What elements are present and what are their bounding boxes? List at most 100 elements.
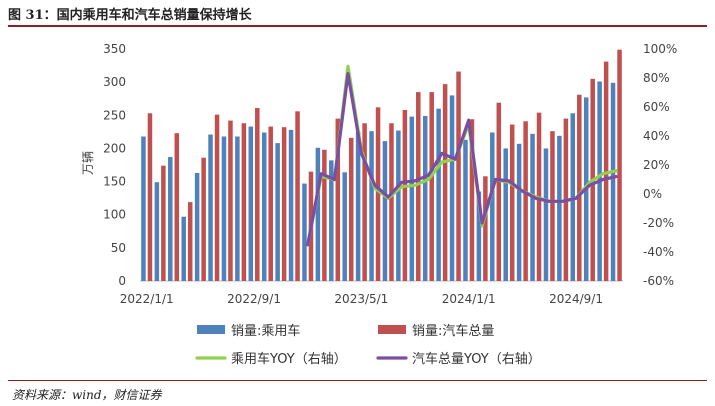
bar-total-vehicles	[509, 124, 515, 282]
bar-passenger-car	[261, 132, 267, 281]
bar-passenger-car	[302, 183, 307, 281]
bar-total-vehicles	[362, 123, 367, 282]
bar-passenger-car	[288, 129, 294, 281]
y-tick-label: 50	[111, 241, 126, 255]
bar-passenger-car	[503, 148, 508, 281]
bar-total-vehicles	[322, 149, 327, 281]
source-rule	[8, 380, 707, 381]
bar-total-vehicles	[241, 123, 247, 282]
bar-total-vehicles	[603, 61, 609, 281]
bar-passenger-car	[476, 191, 482, 281]
y2-tick-label: 0%	[643, 187, 662, 201]
bar-total-vehicles	[161, 165, 166, 281]
bar-passenger-car	[181, 216, 186, 281]
bar-total-vehicles	[456, 71, 461, 281]
bar-passenger-car	[463, 139, 468, 281]
bar-passenger-car	[275, 143, 280, 281]
bar-passenger-car	[208, 134, 213, 281]
bar-passenger-car	[610, 82, 616, 281]
bar-passenger-car	[396, 130, 401, 281]
bar-total-vehicles	[442, 84, 448, 281]
bar-total-vehicles	[255, 107, 260, 281]
y-tick-label: 250	[103, 108, 126, 122]
bar-total-vehicles	[389, 123, 394, 282]
bar-total-vehicles	[416, 92, 421, 281]
y2-tick-label: -60%	[643, 274, 674, 288]
y-tick-label: 300	[103, 75, 126, 89]
x-tick-label: 2024/9/1	[549, 292, 603, 306]
bar-total-vehicles	[402, 109, 408, 282]
bar-total-vehicles	[268, 126, 273, 281]
bar-passenger-car	[221, 136, 227, 281]
bar-total-vehicles	[147, 113, 153, 281]
bar-total-vehicles	[187, 202, 193, 281]
bar-total-vehicles	[228, 120, 233, 282]
y2-tick-label: 80%	[643, 71, 670, 85]
bar-total-vehicles	[550, 131, 555, 281]
bar-total-vehicles	[348, 137, 354, 281]
bar-passenger-car	[436, 108, 441, 282]
legend-label: 销量:汽车总量	[412, 323, 494, 339]
bar-passenger-car	[570, 113, 576, 281]
bar-passenger-car	[543, 148, 549, 281]
bar-passenger-car	[154, 182, 160, 281]
figure-title: 图 31：国内乘用车和汽车总销量保持增长	[8, 8, 252, 23]
bar-total-vehicles	[523, 121, 528, 281]
legend-label: 汽车总量YOY（右轴）	[412, 351, 541, 367]
y2-tick-label: 20%	[643, 158, 670, 172]
bar-passenger-car	[382, 141, 388, 281]
y2-tick-label: 100%	[643, 42, 677, 56]
y-tick-label: 150	[103, 175, 126, 189]
line-total-vehicles-yoy	[306, 71, 618, 247]
x-tick-label: 2024/1/1	[442, 292, 496, 306]
x-tick-label: 2022/1/1	[120, 292, 174, 306]
bar-total-vehicles	[214, 114, 220, 281]
source-note: 资料来源：wind，财信证券	[12, 388, 162, 402]
bar-passenger-car	[409, 116, 415, 282]
bar-passenger-car	[422, 115, 428, 281]
bar-passenger-car	[235, 136, 240, 281]
line-passenger-car-yoy	[306, 64, 618, 247]
bar-total-vehicles	[429, 92, 434, 281]
bar-passenger-car	[530, 133, 535, 281]
sales-chart: 0 50 100 150 200 250 300 350 -60% -40% -20% 0% 20% 40…	[81, 42, 677, 367]
bar-total-vehicles	[483, 176, 488, 281]
bar-passenger-car	[329, 160, 334, 281]
y-axis-label: 万辆	[81, 151, 95, 175]
bar-passenger-car	[369, 131, 374, 281]
bar-total-vehicles	[201, 157, 206, 281]
bar-passenger-car	[449, 95, 455, 282]
bar-total-vehicles	[496, 102, 502, 281]
y2-tick-label: -20%	[643, 216, 674, 230]
bar-total-vehicles	[617, 49, 622, 281]
bar-total-vehicles	[335, 118, 341, 281]
bar-total-vehicles	[174, 133, 180, 281]
legend-label: 销量:乘用车	[231, 323, 300, 339]
bar-passenger-car	[490, 132, 495, 281]
x-tick-label: 2022/9/1	[227, 292, 281, 306]
y-tick-label: 200	[103, 141, 126, 155]
bar-passenger-car	[315, 147, 321, 281]
bar-total-vehicles	[281, 127, 287, 282]
bar-passenger-car	[557, 135, 562, 281]
bar-passenger-car	[355, 131, 361, 281]
bar-total-vehicles	[577, 94, 582, 281]
y-tick-label: 0	[118, 274, 126, 288]
legend-swatch	[378, 325, 406, 334]
bar-total-vehicles	[469, 119, 475, 282]
y2-tick-label: -40%	[643, 245, 674, 259]
bar-passenger-car	[342, 172, 347, 281]
bar-total-vehicles	[375, 107, 381, 282]
y2-tick-label: 60%	[643, 100, 670, 114]
y2-tick-label: 40%	[643, 129, 670, 143]
bar-passenger-car	[168, 157, 173, 281]
bar-passenger-car	[516, 143, 522, 281]
y-tick-label: 350	[103, 42, 126, 56]
bar-passenger-car	[248, 126, 254, 281]
title-rule	[8, 25, 707, 27]
x-tick-label: 2023/5/1	[334, 292, 388, 306]
legend-swatch	[197, 325, 225, 334]
legend-label: 乘用车YOY（右轴）	[231, 351, 347, 367]
y-tick-label: 100	[103, 208, 126, 222]
bar-passenger-car	[141, 136, 146, 281]
